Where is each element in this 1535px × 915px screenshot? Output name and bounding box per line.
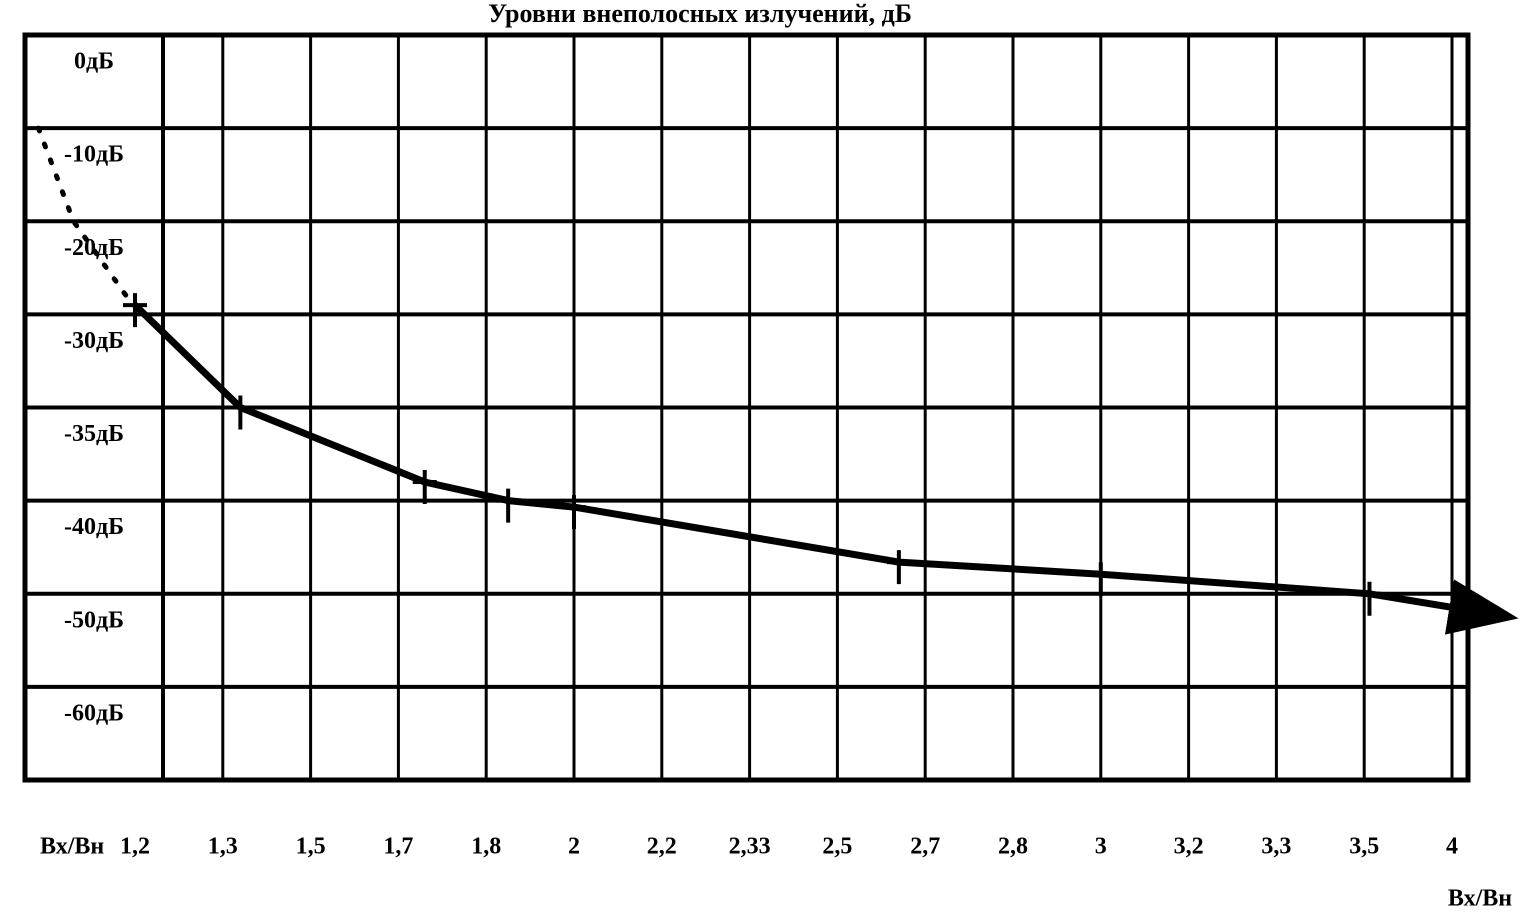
x-tick-label: 3,2 bbox=[1174, 834, 1204, 860]
point-marker bbox=[886, 550, 911, 585]
x-tick-label: 1,5 bbox=[296, 834, 326, 860]
x-tick-label: 3,5 bbox=[1349, 834, 1379, 860]
x-tick-label: 2 bbox=[568, 834, 580, 860]
point-marker bbox=[496, 488, 521, 523]
point-marker bbox=[412, 470, 437, 504]
x-tick-label: 1,3 bbox=[208, 834, 238, 860]
x-tick-label: 2,7 bbox=[910, 834, 940, 860]
point-marker bbox=[1357, 581, 1382, 616]
x-tick-label: 1,7 bbox=[383, 834, 413, 860]
y-tick-label: 0дБ bbox=[74, 49, 114, 75]
y-tick-label: -50дБ bbox=[64, 607, 124, 633]
x-axis-label: Вх/Вн bbox=[1448, 886, 1512, 912]
y-tick-label: -30дБ bbox=[64, 328, 124, 354]
x-tick-label: 3,3 bbox=[1261, 834, 1291, 860]
x-tick-label: 2,8 bbox=[998, 834, 1028, 860]
chart-title: Уровни внеполосных излучений, дБ bbox=[488, 0, 912, 28]
data-line bbox=[35, 125, 129, 299]
y-tick-label: -10дБ bbox=[64, 142, 124, 168]
x-tick-label: 2,2 bbox=[647, 834, 677, 860]
point-marker bbox=[562, 495, 586, 530]
x-tick-label: 2,5 bbox=[822, 834, 852, 860]
x-tick-label: 3 bbox=[1095, 834, 1107, 860]
point-marker bbox=[1088, 562, 1113, 597]
x-tick-label: 2,33 bbox=[729, 834, 771, 860]
x-tick-label: 1,8 bbox=[471, 834, 501, 860]
x-tick-label: 4 bbox=[1446, 834, 1458, 860]
y-tick-label: -60дБ bbox=[64, 700, 124, 726]
y-tick-label: -35дБ bbox=[64, 421, 124, 447]
point-marker bbox=[228, 395, 253, 430]
x-axis-label: Вх/Вн bbox=[40, 834, 104, 860]
y-tick-label: -20дБ bbox=[64, 235, 124, 261]
y-tick-label: -40дБ bbox=[64, 514, 124, 540]
x-tick-label: 1,2 bbox=[120, 834, 150, 860]
data-line bbox=[132, 302, 1519, 635]
point-marker bbox=[123, 293, 147, 328]
